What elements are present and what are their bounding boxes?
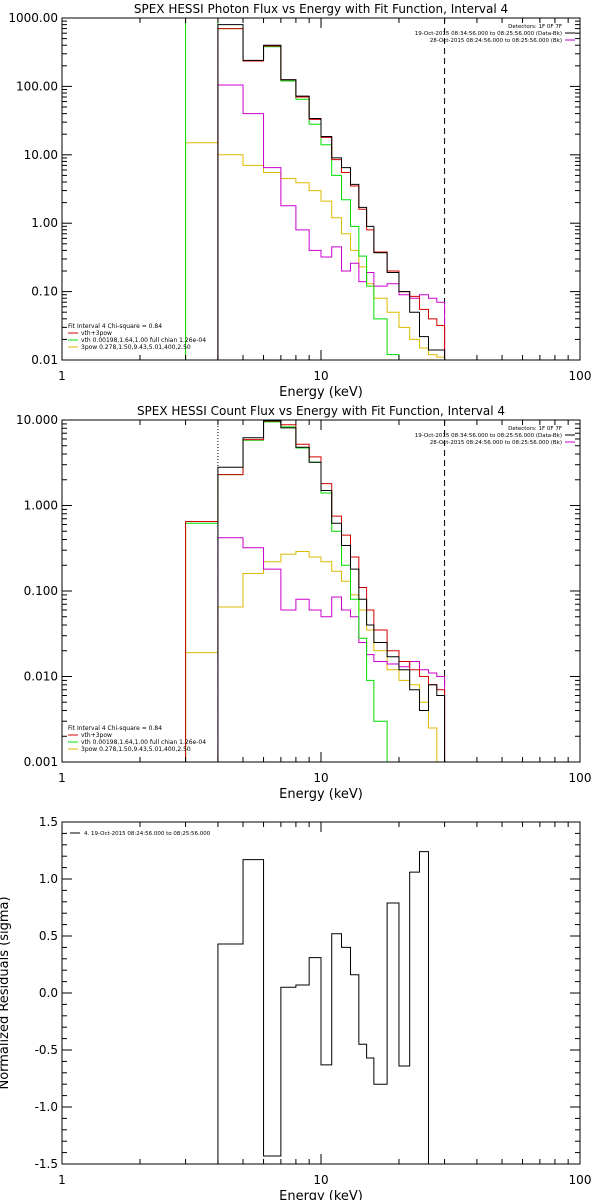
- x-tick-label: 1: [58, 1173, 66, 1187]
- legend-fit-line: 3pow 0.278,1.50,9.43,5.01,400,2.50: [81, 746, 191, 753]
- legend-fit-line: vth+3pow: [81, 330, 112, 337]
- legend-info-line: 19-Oct-2015 08:34:56.000 to 08:25:56.000…: [415, 433, 562, 439]
- chart-panel-3: 1 10 100 Energy (keV) -1.5 -1.0 -0.5 0.0 0.5 1.0 1…: [0, 815, 591, 1200]
- x-tick-label: 100: [569, 771, 592, 785]
- series-model: [217, 28, 446, 360]
- legend-fit-line: 3pow 0.278,1.50,9.43,5.01,400,2.50: [81, 344, 191, 351]
- legend-info-line: 28-Oct-2015 08:24:56.000 to 08:25:56.000…: [430, 440, 562, 446]
- legend-fit-line: Fit Interval 4 Chi-square = 0.84: [68, 725, 162, 732]
- chart-title: SPEX HESSI Photon Flux vs Energy with Fi…: [134, 2, 508, 16]
- plot-area: [185, 420, 446, 762]
- chart-title: SPEX HESSI Count Flux vs Energy with Fit…: [137, 404, 505, 418]
- x-tick-label: 100: [569, 1173, 592, 1187]
- x-axis-label: Energy (keV): [279, 385, 363, 400]
- plot-area: [185, 18, 446, 360]
- legend-info-line: 28-Oct-2015 08:24:56.000 to 08:25:56.000…: [430, 38, 562, 44]
- series-residual: [217, 851, 429, 1164]
- y-tick-label: 10.000: [16, 413, 58, 427]
- legend-fit-line: vth+3pow: [81, 732, 112, 739]
- chart-panel-2: SPEX HESSI Count Flux vs Energy with Fit…: [16, 404, 592, 802]
- series-model: [185, 420, 446, 762]
- series-vth: [185, 18, 446, 360]
- x-tick-label: 1: [58, 369, 66, 383]
- legend-fit-line: vth 0.00198,1.64,1.00 full chian 1.26e-0…: [81, 337, 206, 344]
- y-tick-label: -1.5: [35, 1157, 58, 1171]
- series-bkg: [217, 84, 446, 360]
- x-tick-label: 100: [569, 369, 592, 383]
- series-data: [217, 420, 446, 762]
- y-tick-label: 1.00: [31, 216, 58, 230]
- legend-info-line: Detectors: 1F 0F 7F: [508, 24, 562, 30]
- series-data: [217, 24, 446, 360]
- y-tick-label: 0.10: [31, 285, 58, 299]
- y-tick-label: 0.0: [39, 986, 58, 1000]
- y-tick-label: 1000.00: [8, 11, 58, 25]
- x-axis-label: Energy (keV): [279, 787, 363, 802]
- legend-info-line: Detectors: 1F 0F 7F: [508, 426, 562, 432]
- plot-area: [217, 851, 429, 1164]
- x-tick-label: 10: [313, 1173, 328, 1187]
- series-3pow: [185, 550, 445, 762]
- y-tick-label: 0.5: [39, 929, 58, 943]
- legend-residual-interval: 4. 19-Oct-2015 08:24:56.000 to 08:25:56.…: [84, 831, 211, 837]
- y-tick-label: 1.000: [24, 499, 58, 513]
- y-axis-label: Normalized Residuals (sigma): [0, 896, 12, 1089]
- y-tick-label: 1.0: [39, 872, 58, 886]
- y-tick-label: 0.01: [31, 353, 58, 367]
- legend-fit-line: vth 0.00198,1.64,1.00 full chian 1.26e-0…: [81, 739, 206, 746]
- y-tick-label: 1.5: [39, 815, 58, 829]
- x-axis-label: Energy (keV): [279, 1189, 363, 1200]
- y-tick-label: -0.5: [35, 1043, 58, 1057]
- legend-fit-line: Fit Interval 4 Chi-square = 0.84: [68, 323, 162, 330]
- series-3pow: [185, 142, 446, 360]
- x-tick-label: 10: [313, 771, 328, 785]
- legend-info-line: 19-Oct-2015 08:34:56.000 to 08:25:56.000…: [415, 31, 562, 37]
- y-tick-label: -1.0: [35, 1100, 58, 1114]
- chart-panel-1: SPEX HESSI Photon Flux vs Energy with Fi…: [8, 2, 592, 400]
- y-tick-label: 0.100: [24, 584, 58, 598]
- x-tick-label: 10: [313, 369, 328, 383]
- series-bkg: [217, 537, 446, 762]
- plot-frame: [61, 17, 581, 361]
- y-tick-label: 10.00: [24, 148, 58, 162]
- y-tick-label: 0.010: [24, 670, 58, 684]
- y-tick-label: 100.00: [16, 79, 58, 93]
- y-tick-label: 0.001: [24, 755, 58, 769]
- x-tick-label: 1: [58, 771, 66, 785]
